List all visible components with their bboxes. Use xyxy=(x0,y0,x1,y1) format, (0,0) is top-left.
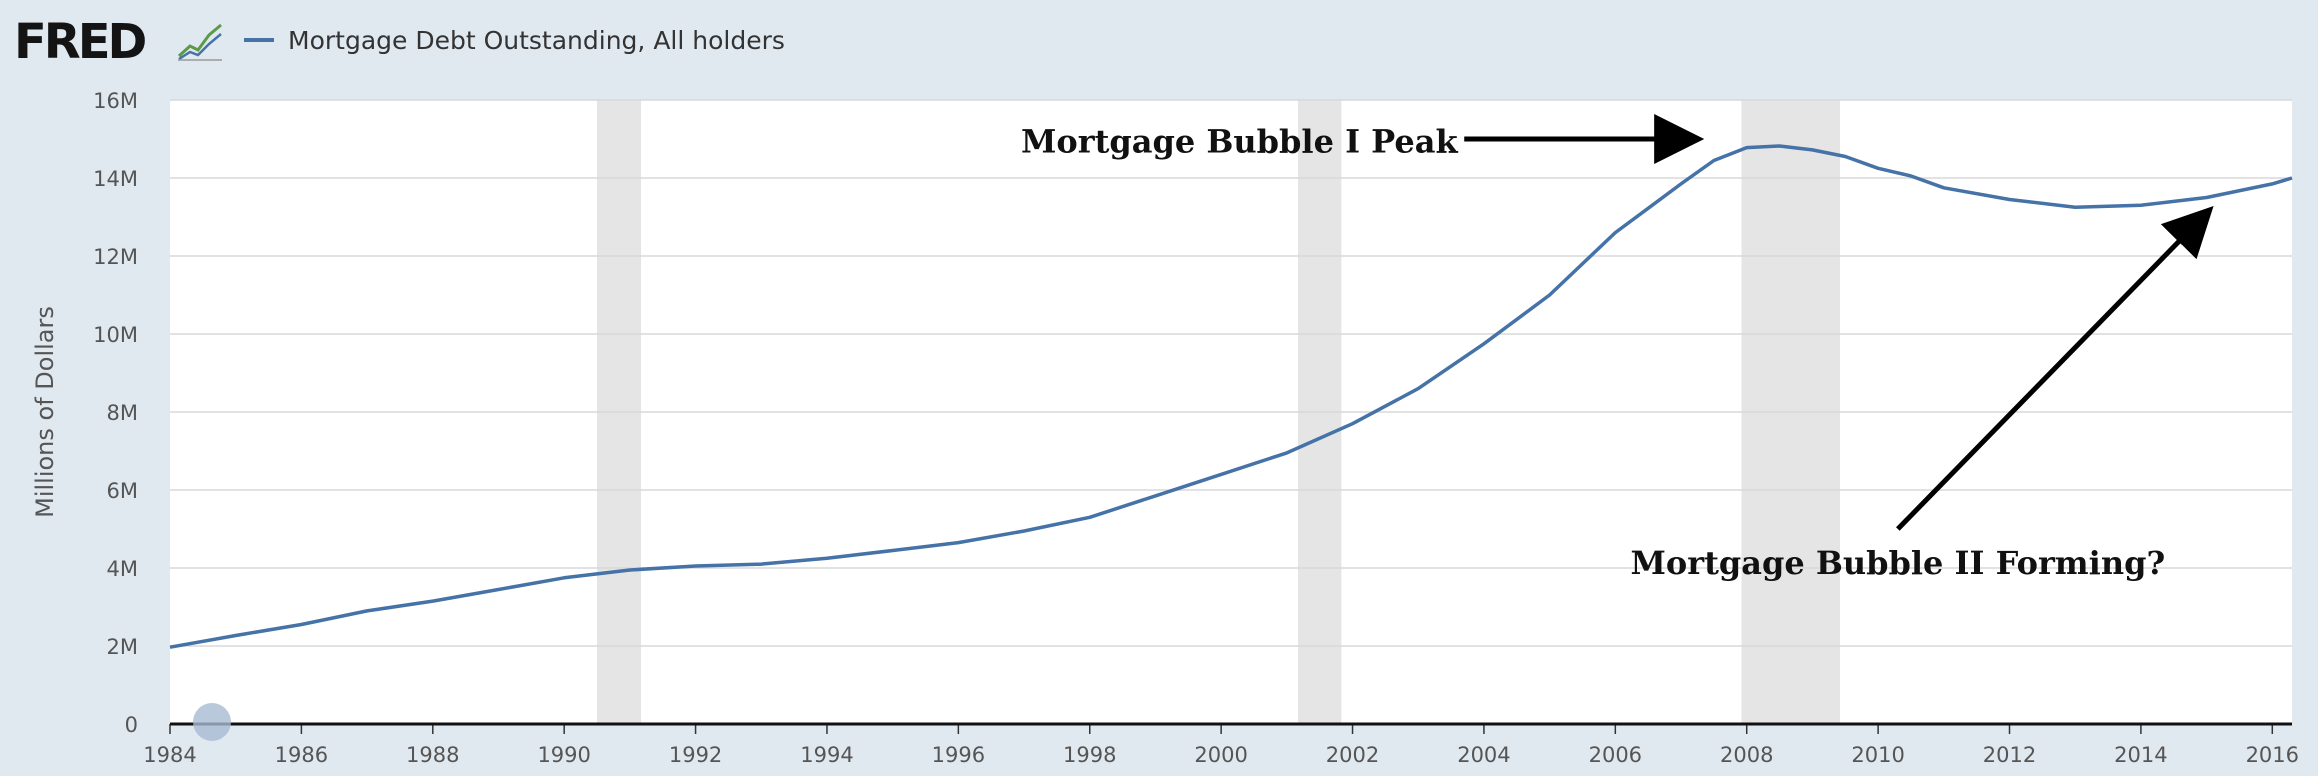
x-tick-label: 2012 xyxy=(1983,743,2036,767)
header: FRED Mortgage Debt Outstanding, All hold… xyxy=(0,0,2318,78)
y-tick-label: 6M xyxy=(107,479,138,503)
x-tick-label: 1996 xyxy=(932,743,985,767)
navigator-handle[interactable] xyxy=(193,703,231,741)
x-axis-ticks: 1984 1986 1988 1990 1992 1994 1996 1998 2000 2002… xyxy=(143,724,2299,767)
y-tick-label: 8M xyxy=(107,401,138,425)
x-tick-label: 2004 xyxy=(1457,743,1510,767)
y-tick-label: 4M xyxy=(107,557,138,581)
gridlines xyxy=(170,99,2292,647)
x-tick-label: 1988 xyxy=(406,743,459,767)
x-tick-label: 1990 xyxy=(537,743,590,767)
series-line-0[interactable] xyxy=(169,144,2293,649)
fred-logo[interactable]: FRED xyxy=(14,14,147,70)
x-tick-label: 1998 xyxy=(1063,743,1116,767)
x-tick-label: 2010 xyxy=(1851,743,1904,767)
x-tick-label: 1994 xyxy=(800,743,853,767)
y-tick-label: 12M xyxy=(93,245,138,269)
annotation-label-1: Mortgage Bubble II Forming? xyxy=(1630,544,2165,582)
y-tick-label: 16M xyxy=(93,89,138,113)
x-tick-label: 1984 xyxy=(143,743,196,767)
legend[interactable]: Mortgage Debt Outstanding, All holders xyxy=(244,24,785,56)
series-layer xyxy=(169,144,2293,649)
x-tick-label: 2000 xyxy=(1194,743,1247,767)
legend-swatch xyxy=(244,38,274,42)
y-tick-label: 14M xyxy=(93,167,138,191)
x-tick-label: 2006 xyxy=(1589,743,1642,767)
x-tick-label: 2014 xyxy=(2114,743,2167,767)
annotations: Mortgage Bubble I Peak Mortgage Bubble II… xyxy=(1021,114,2214,582)
annotation-label-0: Mortgage Bubble I Peak xyxy=(1021,123,1459,161)
annotation-arrow-1 xyxy=(1896,205,2214,531)
x-tick-label: 2008 xyxy=(1720,743,1773,767)
y-tick-label: 0 xyxy=(125,713,138,737)
x-tick-label: 1986 xyxy=(275,743,328,767)
legend-label: Mortgage Debt Outstanding, All holders xyxy=(288,25,785,55)
line-chart-icon xyxy=(176,20,224,62)
y-axis-label: Millions of Dollars xyxy=(31,306,59,518)
y-tick-label: 10M xyxy=(93,323,138,347)
x-tick-label: 2016 xyxy=(2246,743,2299,767)
y-tick-label: 2M xyxy=(107,635,138,659)
y-axis-ticks: 0 2M 4M 6M 8M 10M 12M 14M 16M xyxy=(93,89,138,737)
x-tick-label: 1992 xyxy=(669,743,722,767)
x-tick-label: 2002 xyxy=(1326,743,1379,767)
